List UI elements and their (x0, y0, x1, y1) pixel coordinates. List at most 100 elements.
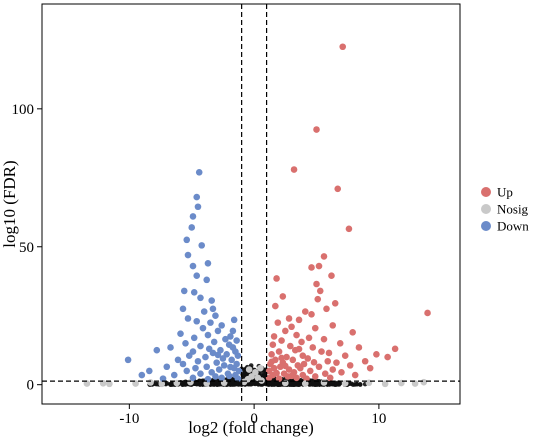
cloud-point (197, 378, 202, 384)
x-axis-title: log2 (fold change) (188, 418, 314, 437)
data-point-down (189, 262, 197, 270)
data-point-down (202, 353, 209, 361)
data-point-up (268, 351, 275, 358)
data-point-nosig (106, 380, 113, 388)
data-point-up (329, 366, 337, 373)
cloud-point (229, 381, 234, 387)
data-point-down (167, 344, 174, 351)
data-point-down (189, 213, 197, 220)
data-point-up (268, 358, 275, 366)
data-point-down (209, 349, 217, 357)
data-point-down (214, 351, 222, 359)
data-point-down (193, 317, 201, 325)
data-point-up (373, 351, 380, 358)
data-point-up (288, 323, 295, 331)
data-point-up (391, 345, 399, 353)
data-point-down (188, 224, 196, 231)
data-point-nosig (132, 380, 139, 387)
data-point-down (227, 363, 234, 371)
data-point-up (290, 166, 298, 173)
data-point-up (288, 372, 295, 380)
data-point-up (313, 280, 320, 288)
data-point-down (193, 193, 201, 201)
data-point-up (311, 373, 319, 380)
data-point-down (203, 363, 211, 371)
data-point-up (316, 287, 324, 295)
data-point-up (321, 370, 329, 377)
data-point-up (310, 359, 318, 366)
data-point-up (338, 368, 345, 376)
data-point-down (184, 251, 192, 259)
data-point-up (270, 364, 278, 372)
cloud-point (336, 382, 342, 387)
data-point-down (220, 362, 228, 369)
data-point-down (222, 335, 229, 343)
data-point-down (146, 367, 153, 375)
series-up (265, 43, 431, 382)
data-point-nosig (147, 379, 154, 386)
data-point-down (192, 364, 199, 372)
y-axis-title: log10 (FDR) (0, 160, 19, 247)
data-point-nosig (252, 368, 259, 376)
cloud-point (357, 382, 363, 387)
cloud-point (310, 378, 315, 384)
data-point-down (212, 312, 219, 320)
cloud-point (154, 381, 160, 387)
data-point-down (233, 337, 240, 344)
cloud-point (209, 381, 215, 387)
data-point-up (329, 322, 337, 329)
data-point-nosig (365, 379, 373, 387)
legend-label-nosig: Nosig (497, 202, 529, 217)
data-point-up (361, 357, 369, 365)
data-point-up (301, 308, 309, 315)
data-point-up (333, 359, 340, 366)
data-point-down (197, 294, 204, 302)
data-point-up (295, 316, 303, 324)
data-point-up (282, 362, 289, 370)
cloud-point (354, 381, 360, 387)
data-point-down (190, 288, 198, 296)
x-tick-label: 0 (250, 411, 258, 427)
data-point-down (179, 360, 187, 368)
data-point-up (299, 352, 307, 360)
data-point-down (227, 333, 234, 340)
data-point-down (189, 374, 197, 382)
data-point-down (193, 272, 201, 280)
legend-label-down: Down (497, 219, 529, 234)
data-point-down (213, 359, 220, 366)
data-point-nosig (411, 380, 419, 387)
data-point-up (308, 264, 315, 271)
data-point-up (304, 355, 312, 362)
data-point-up (336, 340, 344, 347)
data-point-up (274, 319, 282, 326)
x-tick-label: 10 (371, 411, 386, 427)
data-point-down (209, 305, 217, 313)
data-point-up (314, 295, 322, 303)
data-point-down (234, 375, 242, 382)
data-point-down (194, 357, 202, 365)
data-point-up (289, 356, 297, 364)
data-point-down (183, 367, 191, 375)
data-point-down (199, 324, 207, 332)
data-point-down (200, 308, 208, 315)
data-point-nosig (158, 380, 166, 388)
data-point-down (183, 236, 191, 244)
data-point-up (339, 43, 347, 51)
data-point-nosig (301, 380, 309, 387)
data-point-up (293, 374, 300, 382)
data-point-nosig (257, 364, 264, 372)
data-point-up (320, 253, 328, 260)
data-point-down (174, 356, 182, 364)
data-point-nosig (320, 379, 328, 386)
data-point-up (351, 371, 359, 379)
data-point-up (315, 262, 323, 270)
data-point-down (225, 372, 233, 380)
data-point-down (124, 356, 132, 364)
data-point-down (190, 334, 198, 342)
data-point-up (308, 311, 315, 318)
data-point-down (230, 316, 238, 324)
data-point-up (311, 324, 319, 332)
data-point-up (278, 354, 285, 362)
x-tick-label: -10 (119, 411, 139, 427)
